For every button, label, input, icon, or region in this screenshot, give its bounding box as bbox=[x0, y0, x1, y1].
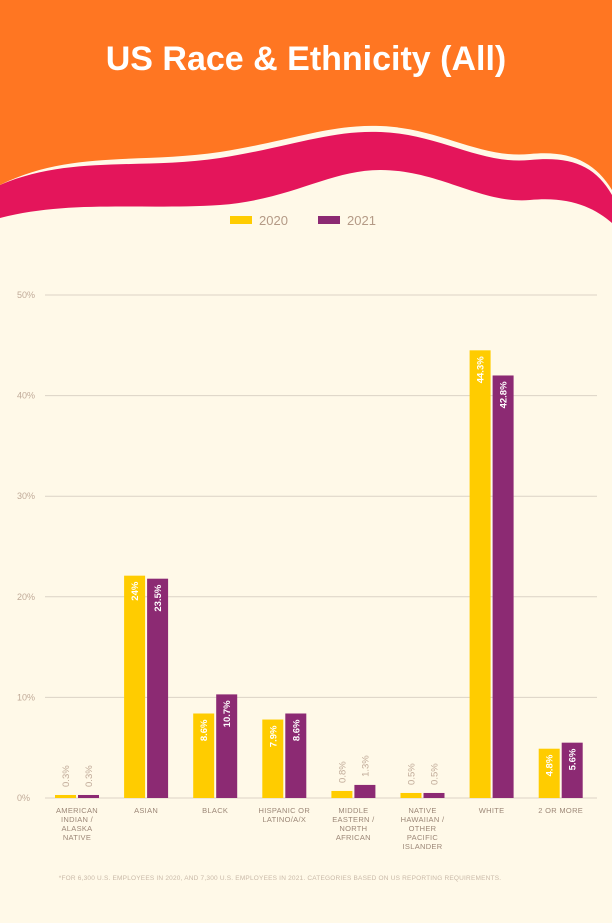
x-category-label-line: HAWAIIAN / bbox=[401, 815, 445, 824]
x-category-label-line: NATIVE bbox=[408, 806, 436, 815]
x-category-label: ASIAN bbox=[134, 806, 158, 815]
bar bbox=[78, 794, 99, 798]
x-category-label: HISPANIC OR LATINO/A/X bbox=[259, 806, 311, 824]
header-orange bbox=[0, 0, 612, 190]
x-category-label-line: ALASKA bbox=[62, 824, 93, 833]
bar-data-label: 8.6% bbox=[291, 719, 302, 741]
x-category-label-line: HISPANIC OR bbox=[259, 806, 311, 815]
bar bbox=[193, 713, 215, 798]
bar-data-label: 0.3% bbox=[61, 765, 72, 787]
bar bbox=[423, 792, 445, 798]
x-category-label-line: INDIAN / bbox=[61, 815, 94, 824]
bar bbox=[538, 748, 560, 798]
bar bbox=[55, 794, 76, 798]
x-category-label: NATIVE HAWAIIAN / OTHER PACIFIC ISLANDER bbox=[401, 806, 445, 851]
header-wave-pink bbox=[0, 131, 612, 223]
bar-data-label: 23.5% bbox=[153, 584, 164, 611]
x-category-label: BLACK bbox=[202, 806, 228, 815]
page-title: US Race & Ethnicity (All) bbox=[105, 40, 507, 78]
legend-swatch bbox=[230, 216, 252, 224]
bar bbox=[147, 578, 169, 798]
bar-data-label: 0.5% bbox=[407, 763, 418, 785]
x-category-label: WHITE bbox=[479, 806, 505, 815]
bar-data-label: 0.3% bbox=[84, 765, 95, 787]
x-category-label-line: LATINO/A/X bbox=[262, 815, 306, 824]
bar bbox=[331, 790, 353, 798]
bar-data-label: 24% bbox=[130, 581, 141, 601]
y-tick-label: 0% bbox=[17, 793, 30, 803]
y-tick-label: 30% bbox=[17, 491, 35, 501]
bar bbox=[400, 792, 422, 798]
x-category-label: AMERICAN INDIAN / ALASKA NATIVE bbox=[56, 806, 98, 842]
bar-data-label: 0.5% bbox=[430, 763, 441, 785]
x-category-label-line: WHITE bbox=[479, 806, 505, 815]
x-category-label-line: 2 OR MORE bbox=[538, 806, 583, 815]
legend-swatch bbox=[318, 216, 340, 224]
x-category-label-line: OTHER bbox=[409, 824, 437, 833]
x-category-label-line: BLACK bbox=[202, 806, 228, 815]
x-category-label-line: NORTH bbox=[339, 824, 367, 833]
y-tick-label: 20% bbox=[17, 592, 35, 602]
y-tick-label: 40% bbox=[17, 391, 35, 401]
x-category-label-line: ISLANDER bbox=[403, 842, 443, 851]
bar-data-label: 0.8% bbox=[337, 761, 348, 783]
x-category-label-line: PACIFIC bbox=[407, 833, 438, 842]
legend-label: 2020 bbox=[259, 213, 288, 228]
bar-data-label: 8.6% bbox=[199, 719, 210, 741]
bar bbox=[285, 713, 307, 798]
bar-data-label: 7.9% bbox=[268, 725, 279, 747]
bar-data-label: 10.7% bbox=[222, 700, 233, 727]
bar-data-label: 5.6% bbox=[568, 748, 579, 770]
y-tick-label: 50% bbox=[17, 290, 35, 300]
bar bbox=[492, 375, 514, 798]
footnote: *FOR 6,300 U.S. EMPLOYEES IN 2020, AND 7… bbox=[58, 875, 502, 882]
legend-label: 2021 bbox=[347, 213, 376, 228]
bar bbox=[354, 784, 376, 798]
x-category-label-line: AMERICAN bbox=[56, 806, 98, 815]
x-category-label-line: MIDDLE bbox=[338, 806, 368, 815]
x-category-label-line: ASIAN bbox=[134, 806, 158, 815]
x-category-label: MIDDLE EASTERN / NORTH AFRICAN bbox=[332, 806, 375, 842]
bar bbox=[124, 575, 146, 798]
bar-data-label: 4.8% bbox=[545, 754, 556, 776]
x-category-label-line: AFRICAN bbox=[336, 833, 371, 842]
x-category-label: 2 OR MORE bbox=[538, 806, 583, 815]
bar-data-label: 1.3% bbox=[360, 755, 371, 777]
x-category-label-line: NATIVE bbox=[63, 833, 91, 842]
y-tick-label: 10% bbox=[17, 692, 35, 702]
x-category-label-line: EASTERN / bbox=[332, 815, 375, 824]
bar-data-label: 42.8% bbox=[499, 381, 510, 408]
bar-data-label: 44.3% bbox=[476, 356, 487, 383]
bar bbox=[216, 694, 238, 798]
bar bbox=[469, 350, 491, 798]
bar bbox=[262, 719, 284, 798]
bar bbox=[561, 742, 583, 798]
